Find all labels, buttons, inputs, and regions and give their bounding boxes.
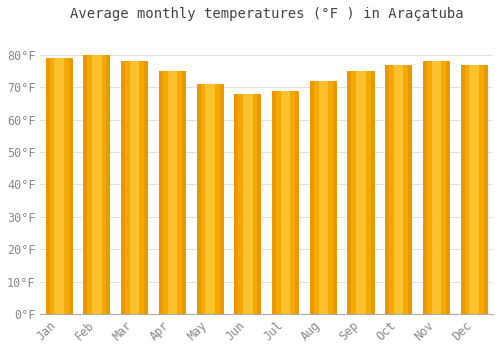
Bar [196, 84, 224, 314]
Bar [144, 61, 148, 314]
Bar [348, 71, 352, 314]
Bar [272, 91, 276, 314]
Bar [46, 58, 50, 314]
Bar [385, 65, 412, 314]
Bar [460, 65, 488, 314]
Bar [333, 81, 337, 314]
Title: Average monthly temperatures (°F ) in Araçatuba: Average monthly temperatures (°F ) in Ar… [70, 7, 464, 21]
Bar [318, 81, 328, 314]
Bar [121, 61, 125, 314]
Bar [84, 55, 87, 314]
Bar [310, 81, 314, 314]
Bar [432, 61, 441, 314]
Bar [159, 71, 163, 314]
Bar [206, 84, 215, 314]
Bar [54, 58, 64, 314]
Bar [295, 91, 299, 314]
Bar [423, 61, 450, 314]
Bar [182, 71, 186, 314]
Bar [234, 94, 262, 314]
Bar [281, 91, 290, 314]
Bar [130, 61, 140, 314]
Bar [446, 61, 450, 314]
Bar [470, 65, 479, 314]
Bar [423, 61, 427, 314]
Bar [121, 61, 148, 314]
Bar [234, 94, 238, 314]
Bar [159, 71, 186, 314]
Bar [394, 65, 404, 314]
Bar [243, 94, 252, 314]
Bar [460, 65, 464, 314]
Bar [92, 55, 102, 314]
Bar [310, 81, 337, 314]
Bar [258, 94, 262, 314]
Bar [220, 84, 224, 314]
Bar [68, 58, 73, 314]
Bar [408, 65, 412, 314]
Bar [356, 71, 366, 314]
Bar [484, 65, 488, 314]
Bar [46, 58, 73, 314]
Bar [196, 84, 200, 314]
Bar [272, 91, 299, 314]
Bar [84, 55, 110, 314]
Bar [106, 55, 110, 314]
Bar [168, 71, 177, 314]
Bar [385, 65, 389, 314]
Bar [348, 71, 374, 314]
Bar [370, 71, 374, 314]
